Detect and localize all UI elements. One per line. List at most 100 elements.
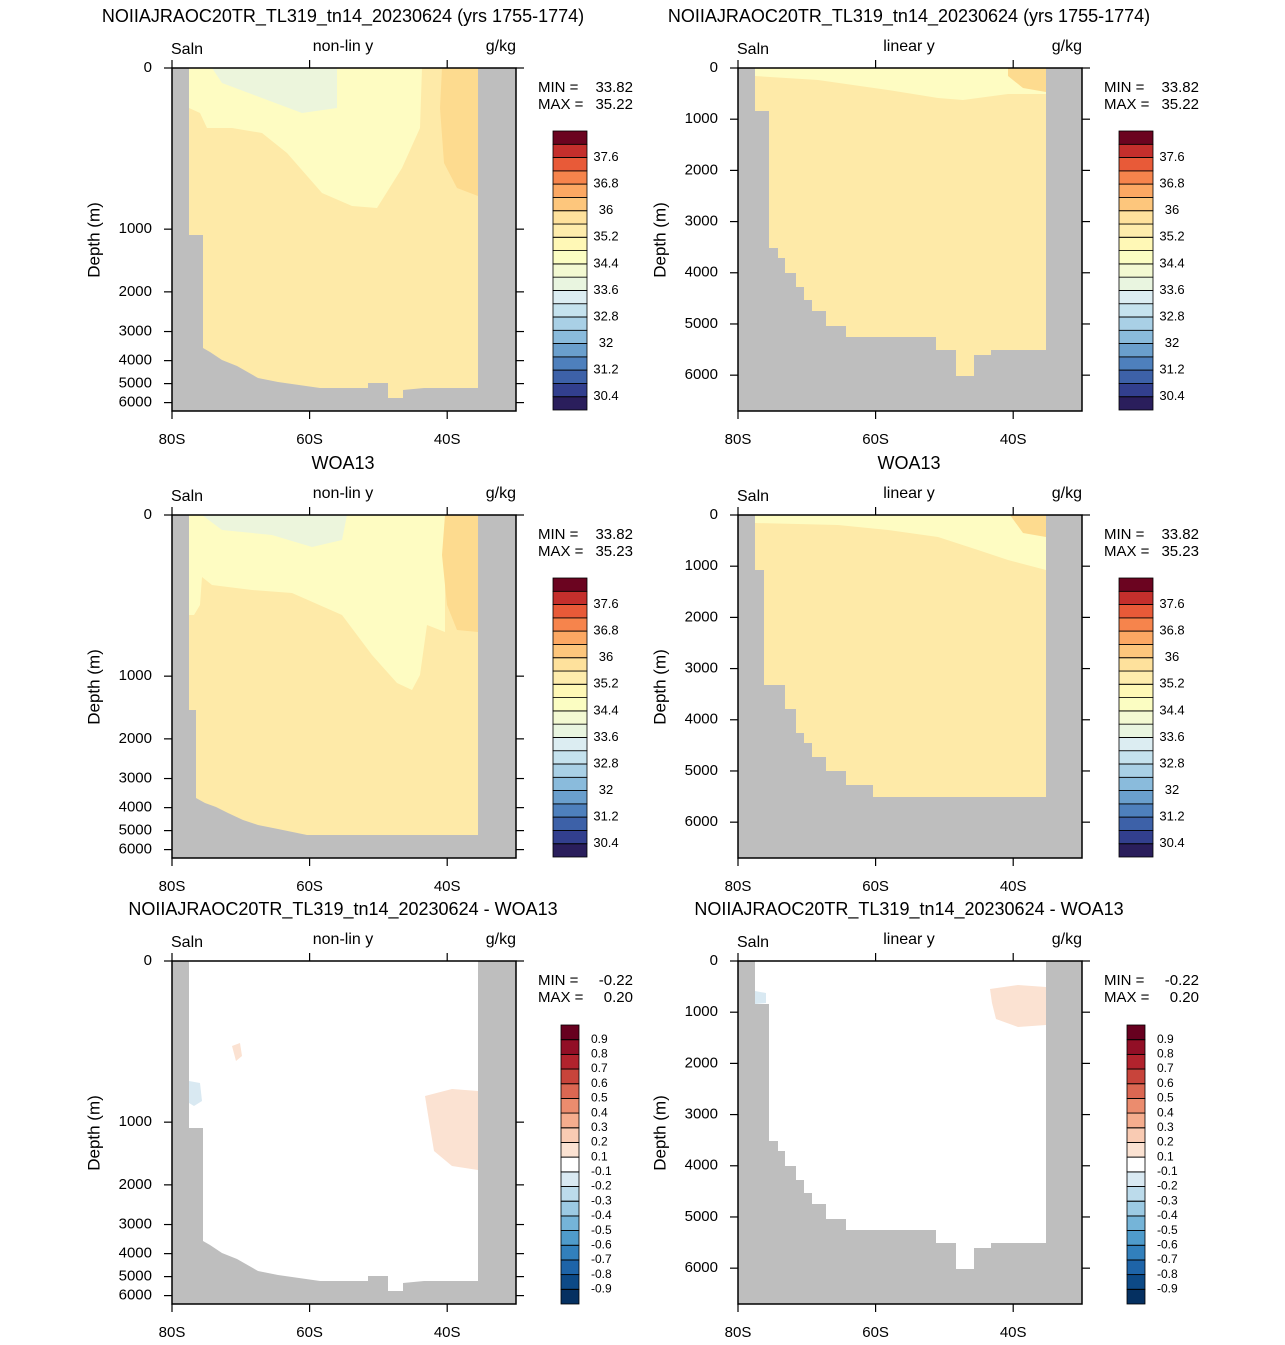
y-axis-label: Depth (m) (84, 202, 103, 278)
colorbar-box (1126, 1127, 1146, 1143)
x-tick-label: 40S (1000, 1324, 1027, 1341)
colorbar-box (552, 657, 588, 672)
colorbar-label: 30.4 (593, 388, 618, 403)
colorbar-box (552, 816, 588, 831)
colorbar-box (552, 383, 588, 398)
colorbar-label: -0.9 (591, 1281, 612, 1295)
x-tick-label: 40S (434, 431, 461, 448)
colorbar-box (1126, 1288, 1146, 1305)
panel-title: WOA13 (877, 453, 940, 473)
colorbar-box (552, 343, 588, 358)
colorbar-box (552, 604, 588, 619)
colorbar-box (560, 1156, 580, 1173)
contour-patch (442, 515, 478, 632)
colorbar-box (560, 1259, 580, 1276)
y-tick-label: 2000 (119, 283, 152, 300)
colorbar-box (1118, 183, 1154, 198)
colorbar-box (552, 590, 588, 605)
colorbar-box (560, 1068, 580, 1085)
colorbar-box (560, 1083, 580, 1099)
colorbar-box (552, 329, 588, 344)
contour-patch (755, 68, 1046, 100)
stat-label: MAX = (1104, 96, 1150, 113)
x-tick-label: 60S (862, 431, 889, 448)
y-tick-label: 0 (710, 952, 718, 969)
colorbar-label: 37.6 (1159, 149, 1184, 164)
colorbar-box (552, 223, 588, 238)
stat-label: MIN = (538, 972, 579, 989)
colorbar-box (560, 1039, 580, 1055)
colorbar-box (1126, 1259, 1146, 1276)
center-label: non-lin y (313, 485, 373, 502)
colorbar-box (1118, 276, 1154, 291)
colorbar-box (1126, 1112, 1146, 1129)
y-tick-label: 4000 (119, 352, 152, 369)
contour-field (755, 961, 1046, 1269)
colorbar-label: -0.1 (1157, 1164, 1178, 1178)
colorbar-box (1118, 590, 1154, 605)
plot-frame (737, 514, 1083, 859)
colorbar-box (1118, 210, 1154, 225)
colorbar-box (560, 1024, 580, 1041)
colorbar-label: 32 (599, 782, 613, 797)
contour-patch (990, 985, 1046, 1027)
x-tick-label: 60S (296, 431, 323, 448)
colorbar-label: 35.2 (593, 676, 618, 691)
colorbar-box (560, 1098, 580, 1114)
panel: WOA13 Saln linear y g/kg Depth (m) 0 1000 2000 3… (650, 453, 1199, 895)
y-tick-label: 2000 (685, 1054, 718, 1071)
colorbar-label: -0.1 (591, 1164, 612, 1178)
panel: WOA13 Saln non-lin y g/kg Depth (m) 0 1000 2000… (84, 453, 633, 895)
colorbar-label: 0.1 (1157, 1149, 1174, 1163)
colorbar-box (560, 1288, 580, 1305)
colorbar-box (1118, 816, 1154, 831)
stat-label: MIN = (538, 526, 579, 543)
y-tick-label: 0 (710, 59, 718, 76)
colorbar-box (1118, 657, 1154, 672)
y-tick-label: 5000 (685, 762, 718, 779)
colorbar-label: 32 (599, 335, 613, 350)
x-tick-label: 60S (296, 878, 323, 895)
colorbar-label: 33.6 (1159, 282, 1184, 297)
y-tick-label: 3000 (119, 1216, 152, 1233)
left-label: Saln (171, 488, 203, 505)
colorbar-label: 36.8 (593, 623, 618, 638)
y-tick-label: 5000 (685, 1208, 718, 1225)
stat-value: 35.23 (1161, 543, 1199, 560)
colorbar-box (1118, 750, 1154, 765)
water (755, 515, 1046, 797)
colorbar-label: 37.6 (593, 596, 618, 611)
colorbar-label: -0.4 (591, 1208, 612, 1222)
colorbar-label: -0.4 (1157, 1208, 1178, 1222)
colorbar-label: 35.2 (1159, 676, 1184, 691)
panel: NOIIAJRAOC20TR_TL319_tn14_20230624 - WOA… (84, 899, 633, 1341)
colorbar-label: -0.5 (1157, 1223, 1178, 1237)
stat-label: MIN = (1104, 79, 1145, 96)
colorbar-box (552, 737, 588, 752)
colorbar-box (552, 396, 588, 411)
panel: NOIIAJRAOC20TR_TL319_tn14_20230624 (yrs … (650, 6, 1199, 448)
colorbar-label: 0.3 (1157, 1120, 1174, 1134)
colorbar-label: 35.2 (593, 229, 618, 244)
colorbar-box (552, 670, 588, 685)
y-tick-label: 6000 (119, 1287, 152, 1304)
y-tick-label: 3000 (685, 660, 718, 677)
colorbar-label: 0.6 (1157, 1076, 1174, 1090)
y-tick-label: 4000 (685, 264, 718, 281)
stat-label: MIN = (1104, 972, 1145, 989)
colorbar-box (1118, 737, 1154, 752)
right-label: g/kg (486, 485, 516, 502)
y-tick-label: 6000 (119, 394, 152, 411)
colorbar-box (552, 263, 588, 278)
colorbar-label: 33.6 (593, 282, 618, 297)
y-tick-label: 1000 (685, 110, 718, 127)
x-tick-label: 40S (1000, 431, 1027, 448)
colorbar-box (552, 236, 588, 251)
panel-title: NOIIAJRAOC20TR_TL319_tn14_20230624 (yrs … (102, 6, 584, 27)
colorbar-label: -0.6 (591, 1237, 612, 1251)
y-tick-label: 6000 (685, 1259, 718, 1276)
right-label: g/kg (486, 931, 516, 948)
x-tick-label: 80S (725, 431, 752, 448)
colorbar-box (1126, 1200, 1146, 1217)
colorbar-box (552, 170, 588, 185)
